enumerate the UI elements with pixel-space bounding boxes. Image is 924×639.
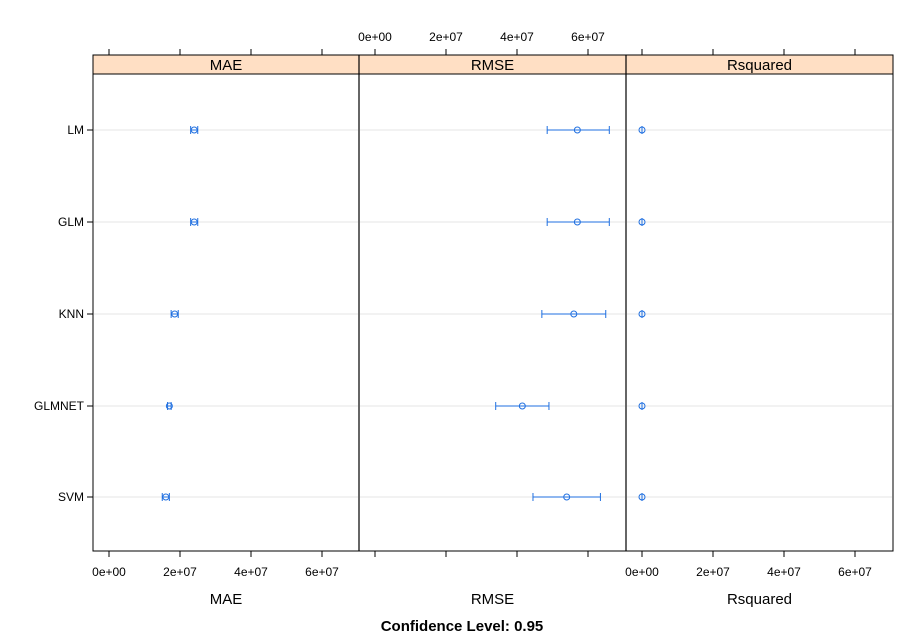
model-label-svm: SVM (58, 490, 84, 504)
point-rsquared-lm (638, 126, 646, 134)
strip-label-rmse: RMSE (471, 57, 514, 74)
bottom-tick-label-rsquared-1: 2e+07 (696, 565, 730, 579)
point-rsquared-knn (638, 310, 646, 318)
point-rmse-svm (563, 493, 571, 501)
point-mae-svm (162, 493, 170, 501)
bottom-tick-label-mae-3: 6e+07 (305, 565, 339, 579)
bottom-tick-label-mae-1: 2e+07 (163, 565, 197, 579)
point-mae-knn (171, 310, 179, 318)
bottom-tick-label-rsquared-3: 6e+07 (838, 565, 872, 579)
strip-label-rsquared: Rsquared (727, 57, 792, 74)
point-rmse-knn (570, 310, 578, 318)
top-tick-label-rmse-0: 0e+00 (358, 30, 392, 44)
point-rmse-glm (573, 218, 581, 226)
confidence-level-title: Confidence Level: 0.95 (381, 618, 544, 635)
point-mae-glm (190, 218, 198, 226)
point-rmse-lm (573, 126, 581, 134)
top-tick-label-rmse-3: 6e+07 (571, 30, 605, 44)
model-label-lm: LM (67, 123, 84, 137)
point-rsquared-svm (638, 493, 646, 501)
model-label-knn: KNN (59, 307, 84, 321)
bottom-tick-label-mae-0: 0e+00 (92, 565, 126, 579)
point-rsquared-glm (638, 218, 646, 226)
strip-label-mae: MAE (210, 57, 243, 74)
point-rsquared-glmnet (638, 402, 646, 410)
top-tick-label-rmse-1: 2e+07 (429, 30, 463, 44)
bottom-tick-label-mae-2: 4e+07 (234, 565, 268, 579)
model-label-glm: GLM (58, 215, 84, 229)
x-axis-title-rsquared: Rsquared (727, 591, 792, 608)
point-mae-glmnet (165, 402, 173, 410)
plot-frame (92, 73, 894, 552)
top-tick-label-rmse-2: 4e+07 (500, 30, 534, 44)
point-rmse-glmnet (518, 402, 526, 410)
x-axis-title-mae: MAE (210, 591, 243, 608)
bottom-tick-label-rsquared-0: 0e+00 (625, 565, 659, 579)
point-mae-lm (190, 126, 198, 134)
x-axis-title-rmse: RMSE (471, 591, 514, 608)
model-label-glmnet: GLMNET (34, 399, 85, 413)
bottom-tick-label-rsquared-2: 4e+07 (767, 565, 801, 579)
